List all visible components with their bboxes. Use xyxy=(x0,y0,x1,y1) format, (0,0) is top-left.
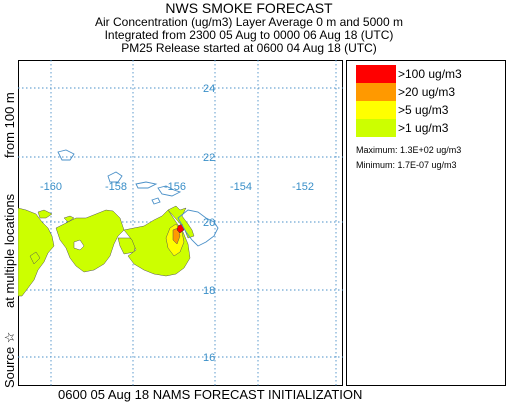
lat-label: 22 xyxy=(203,152,215,164)
lat-label: 20 xyxy=(203,217,215,229)
legend-swatch xyxy=(356,83,396,101)
legend-label: >1 ug/m3 xyxy=(398,121,449,135)
legend-swatch xyxy=(356,119,396,137)
lat-label: 18 xyxy=(203,285,215,297)
locations-label: at multiple locations xyxy=(2,193,17,308)
maui-outline xyxy=(157,185,182,197)
legend-label: >100 ug/m3 xyxy=(398,67,462,81)
lon-label: -152 xyxy=(292,181,314,193)
source-label: Source ☆ xyxy=(2,331,17,388)
lon-label: -158 xyxy=(105,181,127,193)
lon-label: -160 xyxy=(40,181,62,193)
smoke-map: 24 22 20 18 16 -160 -158 -156 -154 -152 xyxy=(18,60,343,386)
island-outlines xyxy=(57,149,219,247)
big-island-outline xyxy=(177,209,219,247)
legend-swatch xyxy=(356,101,396,119)
legend-label: >5 ug/m3 xyxy=(398,103,449,117)
kauai-outline xyxy=(57,149,75,161)
release-start: PM25 Release started at 0600 04 Aug 18 (… xyxy=(121,41,377,55)
legend-swatch xyxy=(356,65,396,83)
maximum-value: Maximum: 1.3E+02 ug/m3 xyxy=(356,145,462,155)
initialization-footer: 0600 05 Aug 18 NAMS FORECAST INITIALIZAT… xyxy=(58,387,363,402)
lon-label: -154 xyxy=(230,181,252,193)
oahu-outline xyxy=(107,171,123,183)
concentration-subtitle: Air Concentration (ug/m3) Layer Average … xyxy=(95,15,403,29)
height-label: from 100 m xyxy=(2,92,17,158)
molokai-outline xyxy=(135,181,158,189)
lat-label: 24 xyxy=(203,83,215,95)
minimum-value: Minimum: 1.7E-07 ug/m3 xyxy=(356,160,457,170)
concentration-legend: >100 ug/m3 >20 ug/m3 >5 ug/m3 >1 ug/m3 M… xyxy=(346,60,506,386)
legend-label: >20 ug/m3 xyxy=(398,85,456,99)
latitude-labels: 24 22 20 18 16 xyxy=(203,83,215,364)
lon-label: -156 xyxy=(164,181,186,193)
lat-label: 16 xyxy=(203,352,215,364)
longitude-labels: -160 -158 -156 -154 -152 xyxy=(40,181,314,193)
forecast-title: NWS SMOKE FORECAST xyxy=(165,0,333,16)
lanai-outline xyxy=(151,197,161,205)
source-side-label: Source ☆ at multiple locations from 100 m xyxy=(2,92,18,388)
integration-period: Integrated from 2300 05 Aug to 0000 06 A… xyxy=(104,28,394,42)
